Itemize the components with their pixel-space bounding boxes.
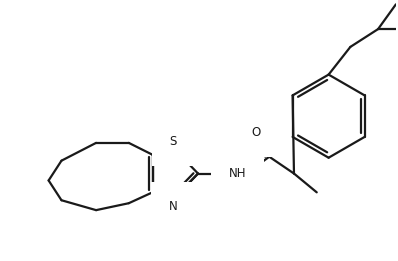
Text: S: S [170, 135, 177, 148]
Text: N: N [169, 200, 178, 213]
Text: O: O [252, 127, 261, 139]
Text: NH: NH [229, 167, 246, 180]
